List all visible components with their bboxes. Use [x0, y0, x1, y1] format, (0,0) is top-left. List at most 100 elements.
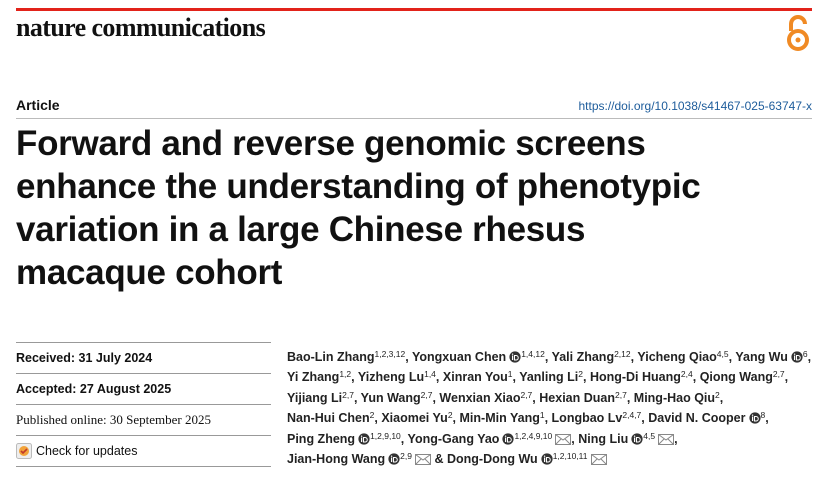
- author: Yun Wang2,7,: [361, 391, 436, 405]
- title-line: Forward and reverse genomic screens: [16, 124, 646, 163]
- affiliations: 4,5: [643, 430, 656, 441]
- author-name: Yicheng Qiao: [637, 350, 717, 364]
- published-date: Published online: 30 September 2025: [16, 404, 271, 435]
- separator: ,: [452, 411, 457, 426]
- author-name: Yali Zhang: [551, 350, 615, 364]
- author-name: Hexian Duan: [539, 390, 615, 405]
- journal-bar: [16, 8, 812, 11]
- affiliations: 2: [715, 389, 720, 400]
- affiliations: 2,7: [614, 389, 627, 400]
- separator: ,: [432, 390, 436, 405]
- affiliations: 2: [369, 410, 375, 421]
- author: Min-Min Yang1,: [460, 411, 549, 425]
- author-name: Xiaomei Yu: [381, 411, 448, 426]
- orcid-icon: [502, 433, 515, 445]
- journal-name: nature communications: [16, 13, 266, 42]
- author: Yong-Gang Yao 1,2,4,9,10,: [408, 431, 575, 445]
- email-icon[interactable]: [590, 454, 607, 466]
- orcid-icon: [509, 351, 521, 363]
- author: Jian-Hong Wang 2,9: [287, 452, 431, 466]
- separator: ,: [692, 370, 697, 385]
- author: Wenxian Xiao2,7,: [439, 391, 535, 405]
- dates-panel: Received: 31 July 2024 Accepted: 27 Augu…: [16, 342, 271, 467]
- author-name: Wenxian Xiao: [439, 390, 521, 405]
- author: Ning Liu 4,5,: [578, 430, 678, 446]
- affiliations: 2,7: [772, 369, 785, 380]
- affiliations: 1,4: [424, 369, 436, 380]
- author-name: Yi Zhang: [287, 370, 340, 385]
- email-icon[interactable]: [555, 433, 572, 445]
- affiliations: 2: [447, 410, 453, 421]
- open-access-icon: [787, 15, 809, 51]
- separator: ,: [400, 431, 405, 446]
- author-name: Jian-Hong Wang: [287, 452, 386, 467]
- orcid-icon: [541, 453, 553, 465]
- orcid-icon: [631, 433, 643, 445]
- author: Yali Zhang2,12,: [552, 350, 635, 364]
- separator: ,: [532, 390, 536, 405]
- affiliations: 1: [539, 410, 545, 421]
- author: Hexian Duan2,7,: [539, 391, 630, 405]
- title-line: enhance the understanding of phenotypic: [16, 167, 701, 206]
- author: Longbao Lv2,4,7,: [552, 411, 645, 425]
- title-line: macaque cohort: [16, 253, 283, 292]
- separator: ,: [544, 411, 549, 426]
- email-icon[interactable]: [658, 433, 675, 445]
- author-name: Bao-Lin Zhang: [287, 350, 375, 364]
- author: Yanling Li2,: [519, 370, 586, 384]
- email-icon[interactable]: [414, 454, 431, 466]
- author: Yizheng Lu1,4,: [358, 370, 440, 384]
- author-name: Dong-Dong Wu: [446, 452, 538, 467]
- separator: ,: [641, 411, 645, 426]
- author-name: Nan-Hui Chen: [287, 411, 370, 426]
- article-type: Article: [16, 97, 60, 113]
- author-name: Yun Wang: [360, 390, 421, 405]
- separator: ,: [674, 431, 678, 446]
- author: Dong-Dong Wu 1,2,10,11: [447, 452, 607, 466]
- author-name: Ming-Hao Qiu: [633, 390, 716, 405]
- affiliations: 4,5: [716, 349, 729, 359]
- author: Yicheng Qiao4,5,: [637, 350, 732, 364]
- separator: ,: [405, 350, 409, 364]
- separator: ,: [351, 370, 355, 385]
- author-name: Yongxuan Chen: [411, 350, 507, 364]
- separator: ,: [353, 390, 358, 405]
- separator: ,: [728, 350, 733, 364]
- author-name: Yizheng Lu: [357, 370, 425, 385]
- orcid-icon: [358, 433, 370, 445]
- affiliations: 2,12: [614, 349, 631, 359]
- author: Xinran You1,: [443, 370, 516, 384]
- author-name: David N. Cooper: [648, 411, 746, 426]
- author-name: Ning Liu: [578, 431, 629, 446]
- author-list: Bao-Lin Zhang1,2,3,12, Yongxuan Chen 1,4,…: [287, 347, 814, 469]
- author: Ming-Hao Qiu2,: [634, 391, 723, 405]
- author: Qiong Wang2,7,: [700, 370, 788, 384]
- conjunction: &: [434, 452, 444, 467]
- author: Bao-Lin Zhang1,2,3,12,: [287, 350, 409, 364]
- author-name: Yanling Li: [519, 370, 579, 385]
- affiliations: 2,9: [400, 451, 412, 462]
- divider: [16, 118, 812, 119]
- orcid-icon: [791, 351, 803, 363]
- separator: ,: [512, 370, 516, 385]
- affiliations: 1,4,12: [521, 349, 545, 359]
- affiliations: 2,4: [680, 369, 693, 380]
- separator: ,: [784, 370, 789, 385]
- affiliations: 1: [507, 369, 513, 380]
- affiliations: 2,7: [520, 389, 533, 400]
- separator: ,: [630, 350, 635, 364]
- affiliations: 2,4,7: [622, 410, 642, 421]
- author: David N. Cooper 8,: [648, 411, 768, 425]
- affiliations: 8: [760, 410, 766, 421]
- author-name: Min-Min Yang: [459, 411, 540, 426]
- received-date: Received: 31 July 2024: [16, 342, 271, 373]
- separator: ,: [626, 390, 631, 405]
- author: Ping Zheng 1,2,9,10,: [287, 431, 405, 446]
- check-updates[interactable]: Check for updates: [16, 435, 271, 466]
- title-line: variation in a large Chinese rhesus: [16, 210, 586, 249]
- article-title: Forward and reverse genomic screens enhan…: [16, 122, 701, 294]
- separator: ,: [765, 411, 769, 426]
- separator: ,: [807, 350, 812, 364]
- doi-link[interactable]: https://doi.org/10.1038/s41467-025-63747…: [578, 99, 812, 113]
